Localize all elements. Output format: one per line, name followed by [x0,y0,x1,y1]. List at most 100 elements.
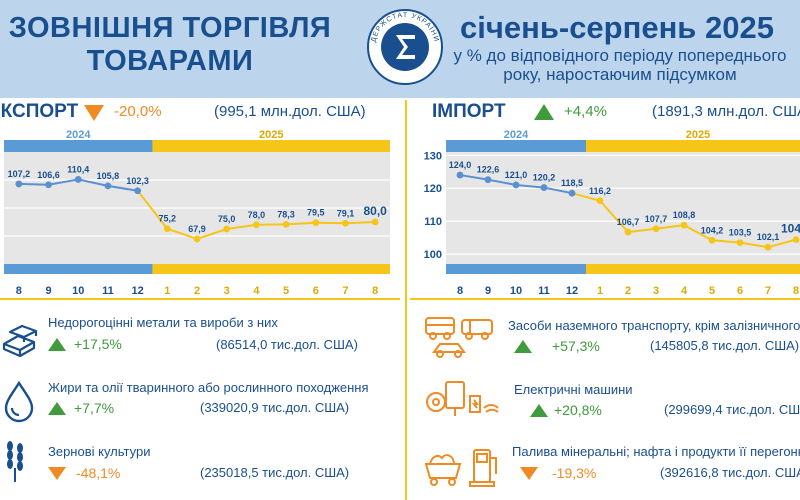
period-subtitle-1: у % до відповідного періоду попереднього [453,46,787,65]
import-good-2-change: +20,8% [554,402,602,418]
export-data-label: 67,9 [188,224,206,234]
export-series-line [226,223,257,230]
import-x-tick-label: 5 [709,285,715,297]
export-data-point [342,219,349,227]
export-x-tick-label: 8 [16,285,22,297]
import-data-point [624,228,632,236]
import-y-tick-label: 100 [424,249,442,261]
export-good-2-name: Жири та олії тваринного або рослинного п… [48,380,369,395]
import-data-label: 106,7 [617,217,640,227]
export-series-line [107,184,138,192]
export-x-tick-label: 8 [372,285,378,297]
export-series-line [196,228,228,240]
import-data-label: 102,1 [757,232,780,242]
import-data-point [736,239,744,246]
export-good-3-down-icon [48,467,66,480]
export-data-label: 79,1 [337,208,355,218]
export-band-2024 [4,140,153,152]
import-series-line [739,241,769,249]
fuel-icon [424,449,497,487]
export-data-point [252,221,260,229]
export-data-point [282,220,290,228]
import-data-label: 104,2 [701,225,724,235]
export-good-1-name: Недорогоцінні метали та вироби з них [48,315,278,330]
export-x-tick-label: 5 [283,285,289,297]
export-x-tick-label: 4 [253,285,260,297]
import-data-label: 108,8 [673,210,696,220]
import-x-tick-label: 4 [681,285,688,297]
import-x-tick-label: 12 [566,285,578,297]
import-data-label: 107,7 [645,214,668,224]
export-x-tick-label: 2 [194,285,200,297]
import-bottom-band-2024 [446,264,586,274]
import-x-tick-label: 8 [457,285,463,297]
export-data-label: 102,3 [126,176,149,186]
export-good-2-value: (339020,9 тис.дол. США) [200,400,350,415]
import-series-line [515,183,545,189]
export-data-label: 106,6 [37,170,60,180]
export-good-1-up-icon [48,338,66,351]
metal-bars-icon [2,324,38,358]
import-up-arrow-icon [534,104,554,120]
wheat-icon [7,441,23,482]
import-good-1-change: +57,3% [552,338,600,354]
export-series-line [166,227,198,240]
import-good-3-down-icon [520,467,538,480]
import-x-tick-label: 2 [625,285,631,297]
export-year-2025-label: 2025 [259,129,283,141]
oil-drop-icon [4,380,34,423]
import-band-2025 [586,140,800,152]
page-title: ЗОВНІШНЯ ТОРГІВЛЯ ТОВАРАМИ [0,12,340,78]
import-data-label: 118,5 [561,178,583,188]
electric-machine-icon [426,381,499,416]
export-x-tick-label: 11 [102,285,114,297]
import-x-tick-label: 3 [653,285,659,297]
export-good-1-value: (86514,0 тис.дол. США) [216,337,358,352]
export-band-2025 [152,140,390,152]
import-series-line [683,224,713,242]
export-series-line [18,182,49,186]
import-series-line [487,178,517,186]
export-year-2024-label: 2024 [66,129,91,141]
export-x-tick-label: 6 [313,285,319,297]
import-data-label: 103,5 [729,228,752,238]
import-x-tick-label: 11 [538,285,550,297]
import-series-line [655,224,685,230]
derzhstat-logo-icon: ДЕРЖСТАТ УКРАЇНИ [367,9,443,85]
export-series-line [345,221,376,225]
export-divider [0,298,400,300]
export-label: ЕКСПОРТ [0,101,79,122]
period-title: січень-серпень 2025 [460,10,774,45]
import-x-tick-label: 6 [737,285,743,297]
period-subtitle-2: року, наростаючим підсумком [503,65,737,84]
export-data-point [74,176,82,183]
import-good-2-name: Електричні машини [514,382,633,397]
import-divider [410,298,800,300]
import-y-tick-label: 130 [424,150,442,162]
import-data-point [512,181,520,189]
export-good-3-name: Зернові культури [48,444,151,459]
title-line-2: ТОВАРАМИ [86,45,254,77]
import-good-2-value: (299699,4 тис.дол. США) [664,402,800,417]
export-x-tick-label: 10 [72,285,84,297]
import-data-point [680,221,688,229]
export-series-line [136,190,169,230]
import-band-2024 [446,140,586,152]
import-change: +4,4% [564,103,607,120]
import-series-line [599,200,629,233]
import-data-point [456,171,464,179]
export-x-tick-label: 3 [224,285,230,297]
import-series-line [459,174,489,181]
export-good-2-change: +7,7% [74,400,115,416]
import-series-line [711,239,741,244]
export-data-label: 107,2 [8,169,31,179]
export-data-point [223,225,231,233]
export-series-line [48,178,79,186]
export-x-tick-label: 12 [131,285,143,297]
export-bottom-band-2024 [4,264,153,274]
import-y-tick-label: 120 [424,183,442,195]
export-good-1-change: +17,5% [74,336,122,352]
import-data-point [568,189,576,197]
